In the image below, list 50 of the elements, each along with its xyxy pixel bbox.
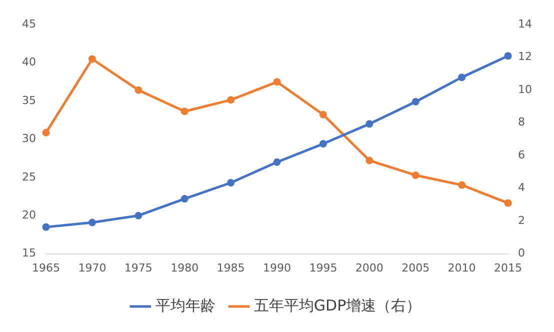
point [88,218,96,226]
point [366,120,374,128]
x-tick-label: 2005 [402,261,430,274]
x-tick-label: 1975 [124,261,152,274]
point [412,98,420,106]
y-tick-label: 20 [22,208,36,222]
point [458,74,466,82]
y2-tick-label: 10 [518,82,532,96]
x-tick-label: 2000 [355,261,384,274]
y-tick-label: 25 [22,170,36,184]
x-tick-label: 1970 [78,261,106,274]
x-tick-label: 2010 [448,261,476,274]
y2-tick-label: 4 [518,181,526,194]
y-tick-label: 30 [22,132,36,146]
x-tick-label: 1990 [263,261,291,274]
x-tick-label: 1995 [309,261,338,274]
point [227,96,235,104]
legend-label: 五年平均GDP增速（右） [254,296,422,314]
point [319,140,327,148]
point [273,158,281,166]
y2-tick-label: 12 [518,50,532,64]
point [319,110,327,118]
y2-tick-label: 8 [518,116,526,129]
x-tick-label: 1980 [170,261,199,274]
y-tick-label: 45 [22,17,36,30]
y-tick-label: 40 [22,56,36,69]
legend-label: 平均年龄 [155,296,216,314]
x-tick-label: 2015 [494,261,522,274]
point [273,78,281,86]
point [88,55,96,63]
point [504,52,512,60]
x-tick-label: 1965 [32,261,60,274]
y2-tick-label: 2 [518,214,526,227]
point [134,212,142,220]
point [42,223,50,231]
point [134,86,142,94]
point [412,171,420,179]
point [458,181,466,189]
y2-tick-label: 0 [518,246,526,260]
point [42,128,50,136]
x-tick-label: 1985 [216,261,245,274]
point [227,179,235,186]
y2-tick-label: 6 [518,148,526,162]
y2-tick-label: 14 [518,17,532,30]
point [366,156,374,164]
y-tick-label: 15 [22,246,36,260]
point [180,195,188,203]
point [180,108,188,116]
point [504,199,512,207]
y-tick-label: 35 [22,94,36,107]
